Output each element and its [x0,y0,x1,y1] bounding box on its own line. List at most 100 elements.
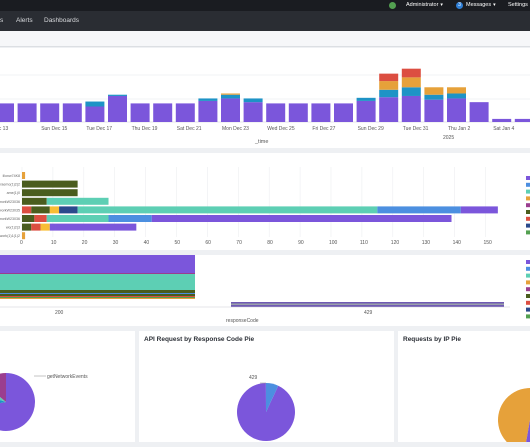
bar-segment[interactable] [108,215,152,222]
legend-swatch[interactable] [526,223,530,228]
nav-item-alerts[interactable]: Alerts [16,17,33,24]
timeline-bar[interactable] [469,102,489,122]
bar-segment[interactable] [0,273,195,274]
timeline-bar[interactable] [85,101,105,107]
bar-segment[interactable] [22,172,26,179]
bar-segment[interactable] [0,297,195,298]
timeline-bar[interactable] [379,81,399,90]
bar-segment[interactable] [46,197,109,205]
legend-swatch[interactable] [526,230,530,235]
nav-item-dashboards[interactable]: Dashboards [44,17,80,24]
timeline-bar[interactable] [108,95,127,122]
timeline-bar[interactable] [447,98,466,122]
pie-slice[interactable] [0,373,35,431]
legend-swatch[interactable] [526,266,530,271]
pie-slice[interactable] [524,420,530,442]
timeline-bar[interactable] [379,73,399,82]
timeline-bar[interactable] [447,87,466,94]
timeline-bar[interactable] [401,87,421,96]
bar-segment[interactable] [0,296,195,297]
bar-segment[interactable] [55,223,137,231]
pie-slice[interactable] [0,373,6,402]
legend-swatch[interactable] [526,280,530,285]
timeline-bar[interactable] [266,103,286,122]
timeline-bar[interactable] [379,89,399,98]
bar-segment[interactable] [22,180,78,188]
bar-segment[interactable] [59,206,78,214]
bar-segment[interactable] [77,206,378,214]
bar-segment[interactable] [0,267,195,273]
timeline-bar[interactable] [288,103,308,122]
bar-segment[interactable] [0,260,195,267]
bar-segment[interactable] [0,293,195,294]
timeline-bar[interactable] [356,100,376,122]
legend-swatch[interactable] [526,210,530,214]
timeline-bar[interactable] [40,103,60,122]
legend-swatch[interactable] [526,260,530,264]
timeline-bar[interactable] [175,103,195,122]
timeline-bar[interactable] [514,118,530,122]
bar-segment[interactable] [0,274,195,279]
settings-menu[interactable]: Settings [508,2,528,8]
legend-swatch[interactable] [526,287,530,292]
timeline-bar[interactable] [221,98,240,122]
bar-segment[interactable] [49,206,60,214]
pie-slice[interactable] [0,384,6,402]
legend-swatch[interactable] [526,203,530,208]
timeline-bar[interactable] [424,94,444,100]
timeline-bar[interactable] [130,103,150,122]
bar-segment[interactable] [0,298,195,299]
legend-swatch[interactable] [526,300,530,305]
legend-swatch[interactable] [526,189,530,194]
legend-swatch[interactable] [526,196,530,201]
timeline-bar[interactable] [334,103,353,122]
legend-swatch[interactable] [526,294,530,298]
pie-slice[interactable] [265,383,279,412]
bar-segment[interactable] [31,223,41,231]
timeline-bar[interactable] [108,94,127,96]
timeline-bar[interactable] [401,68,421,78]
bar-segment[interactable] [22,223,32,231]
bar-segment[interactable] [40,223,50,231]
timeline-bar[interactable] [221,93,240,95]
timeline-bar[interactable] [85,106,105,123]
timeline-bar[interactable] [492,118,512,122]
bar-segment[interactable] [49,223,56,231]
timeline-bar[interactable] [424,99,444,122]
bar-segment[interactable] [460,206,498,214]
bar-segment[interactable] [46,215,109,222]
bar-segment[interactable] [0,255,195,260]
timeline-bar[interactable] [62,103,82,122]
bar-segment[interactable] [22,189,78,197]
bar-segment[interactable] [0,294,195,296]
bar-segment[interactable] [377,206,461,214]
timeline-bar[interactable] [221,94,240,99]
timeline-bar[interactable] [401,95,421,122]
timeline-bar[interactable] [424,87,444,95]
legend-swatch[interactable] [526,182,530,187]
timeline-bar[interactable] [0,103,14,122]
bar-segment[interactable] [231,303,504,306]
timeline-bar[interactable] [243,98,263,103]
timeline-bar[interactable] [17,103,37,122]
timeline-bar[interactable] [198,98,218,101]
bar-segment[interactable] [34,215,47,222]
user-menu[interactable]: Administrator ▾ [406,2,443,9]
timeline-bar[interactable] [153,103,173,122]
legend-swatch[interactable] [526,176,530,180]
pie-slice[interactable] [0,393,6,407]
bar-segment[interactable] [0,285,195,290]
legend-swatch[interactable] [526,273,530,278]
timeline-bar[interactable] [401,77,421,88]
timeline-bar[interactable] [379,97,399,122]
bar-segment[interactable] [22,206,32,214]
bar-segment[interactable] [0,279,195,285]
legend-swatch[interactable] [526,307,530,312]
timeline-bar[interactable] [243,102,263,122]
timeline-bar[interactable] [356,97,376,101]
timeline-bar[interactable] [447,93,466,99]
legend-swatch[interactable] [526,314,530,319]
legend-swatch[interactable] [526,216,530,221]
timeline-bar[interactable] [198,100,218,122]
timeline-bar[interactable] [311,103,331,122]
